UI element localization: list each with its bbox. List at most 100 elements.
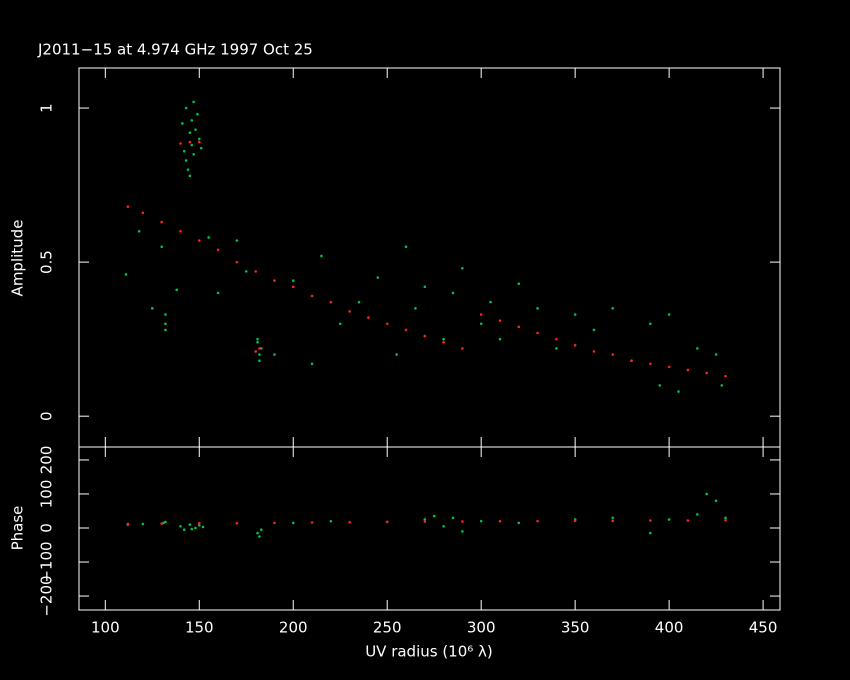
data-point [376, 276, 380, 279]
data-point [461, 266, 464, 270]
data-point [197, 137, 201, 141]
data-point [498, 337, 502, 341]
data-point [573, 344, 577, 347]
data-point [517, 521, 521, 525]
data-point [489, 300, 492, 304]
y-tick-label: −200 [38, 575, 56, 616]
data-point [348, 310, 351, 313]
data-point [451, 291, 455, 295]
data-point [498, 319, 502, 322]
data-point [423, 334, 427, 338]
data-point [291, 285, 295, 289]
data-point [273, 279, 276, 282]
data-point [179, 524, 182, 528]
data-point [235, 239, 239, 242]
data-point [696, 347, 699, 350]
data-point [137, 230, 141, 233]
data-point [720, 384, 724, 387]
data-point [188, 131, 192, 135]
data-point [201, 525, 205, 529]
data-point [696, 513, 699, 516]
data-point [291, 279, 295, 282]
data-point [686, 519, 690, 522]
data-point [536, 519, 539, 523]
data-point [432, 514, 436, 518]
x-tick-label: 200 [279, 619, 308, 637]
data-point [479, 322, 483, 326]
data-point [141, 211, 145, 215]
data-point [160, 220, 163, 224]
data-point [592, 328, 596, 332]
data-point [367, 316, 370, 319]
data-point [573, 313, 577, 316]
x-tick-label: 100 [91, 619, 120, 637]
data-point [256, 340, 259, 344]
data-point [164, 313, 167, 316]
data-point [192, 152, 195, 156]
data-point [207, 236, 210, 239]
data-point [256, 531, 259, 535]
data-point [724, 518, 727, 522]
data-point [188, 174, 192, 178]
data-point [188, 140, 192, 144]
data-point [258, 353, 261, 356]
y-tick-label: 200 [38, 446, 56, 475]
data-point [714, 353, 718, 356]
data-point [611, 307, 615, 310]
data-point [124, 273, 128, 276]
data-point [126, 522, 130, 526]
data-point [329, 300, 333, 304]
x-tick-label: 450 [749, 619, 778, 637]
y-axis-label: Phase [9, 506, 27, 551]
data-point [404, 328, 408, 332]
data-point [190, 143, 194, 147]
data-point [385, 322, 389, 326]
data-point [423, 518, 427, 521]
plot-frame [78, 67, 781, 448]
data-point [461, 520, 464, 523]
y-tick-label: 0 [38, 523, 56, 533]
data-point [216, 291, 220, 295]
x-tick-label: 250 [373, 619, 402, 637]
x-tick-label: 150 [185, 619, 214, 637]
data-point [256, 337, 259, 341]
data-point [310, 521, 314, 524]
data-point [667, 313, 671, 316]
data-point [498, 519, 502, 523]
data-point [649, 531, 652, 535]
y-tick-label: 1 [38, 103, 56, 113]
data-point [705, 492, 709, 496]
data-point [611, 519, 615, 523]
data-point [188, 523, 192, 526]
x-tick-label: 400 [655, 619, 684, 637]
data-point [197, 140, 201, 144]
data-point [423, 520, 427, 523]
x-tick-label: 300 [467, 619, 496, 637]
data-point [479, 313, 483, 316]
data-point [385, 520, 389, 524]
data-point [259, 528, 263, 531]
data-point [517, 325, 521, 329]
y-tick-label: 0.5 [38, 250, 56, 274]
data-point [555, 347, 558, 350]
data-point [338, 322, 342, 326]
data-point [194, 526, 197, 530]
data-point [197, 523, 201, 527]
data-point [686, 368, 690, 372]
data-point [194, 128, 197, 131]
data-point [179, 230, 182, 233]
data-point [182, 528, 186, 531]
data-point [442, 340, 445, 344]
data-point [182, 149, 186, 153]
data-point [150, 307, 154, 310]
data-point [258, 359, 261, 363]
data-point [705, 371, 709, 375]
plot-frame [78, 446, 781, 611]
data-point [310, 362, 314, 366]
data-point [658, 384, 662, 387]
x-axis-label: UV radius (10⁶ λ) [365, 643, 493, 661]
data-point [244, 270, 248, 273]
y-tick-label: 100 [38, 480, 56, 509]
data-point [479, 519, 483, 523]
data-point [630, 359, 633, 363]
